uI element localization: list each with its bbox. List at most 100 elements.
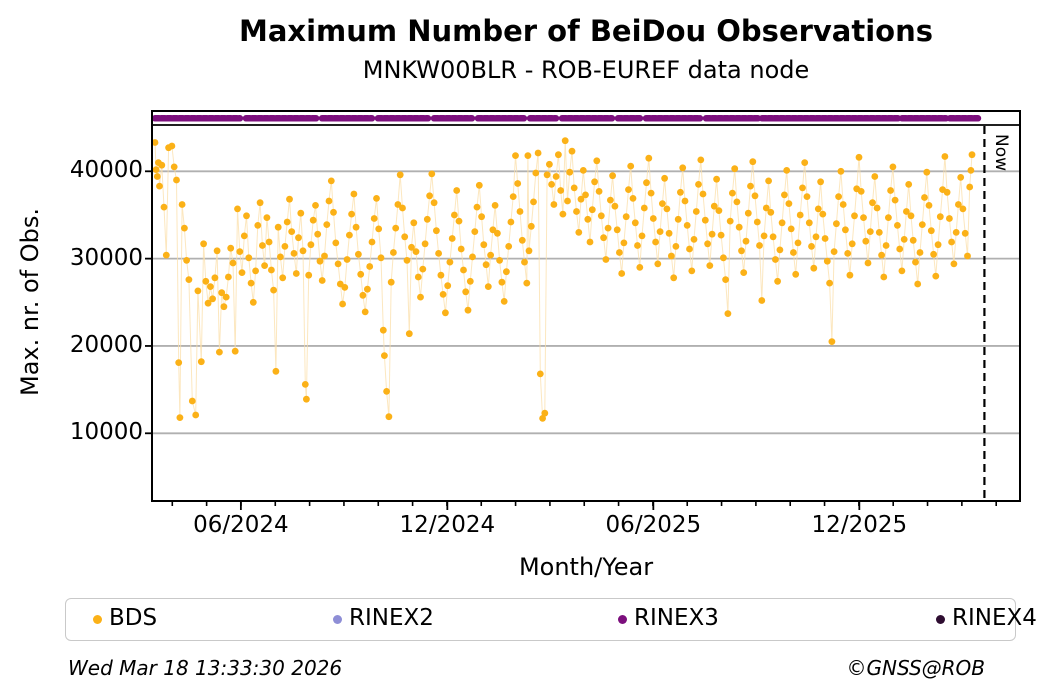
bds-point — [778, 219, 786, 227]
bds-point — [514, 180, 522, 187]
bds-point — [516, 208, 524, 215]
bds-point — [218, 289, 226, 297]
bds-point — [851, 212, 858, 220]
bds-point — [921, 194, 928, 201]
bds-point — [392, 224, 400, 232]
bds-point — [175, 359, 183, 366]
bds-point — [330, 208, 337, 216]
bds-point — [527, 222, 535, 230]
rinex3-marker-icon — [618, 615, 627, 624]
bds-point — [855, 153, 863, 161]
bds-point — [247, 279, 255, 287]
bds-point — [873, 204, 881, 212]
bds-point — [620, 239, 628, 247]
bds-point — [871, 173, 879, 180]
bds-point — [437, 271, 445, 279]
bds-point — [625, 186, 632, 194]
bds-point — [286, 195, 293, 203]
bds-point — [487, 251, 494, 259]
bds-point — [283, 218, 291, 226]
bds-point — [292, 270, 300, 277]
bds-point — [681, 197, 689, 205]
bds-point — [176, 414, 184, 421]
bds-point — [480, 241, 488, 249]
bds-point — [475, 181, 483, 189]
bds-point — [252, 267, 259, 275]
bds-point — [640, 204, 648, 212]
bds-point — [521, 258, 528, 266]
bds-point — [575, 229, 583, 236]
bds-point — [494, 229, 501, 237]
bds-point — [185, 276, 193, 283]
bds-point — [566, 168, 574, 176]
bds-point — [579, 167, 587, 174]
bds-point — [573, 208, 580, 215]
bds-point — [346, 231, 353, 239]
bds-point — [900, 236, 908, 243]
bds-point — [281, 243, 289, 250]
bds-point — [790, 249, 797, 256]
bds-point — [961, 229, 969, 237]
bds-point — [225, 273, 232, 281]
bds-point — [168, 142, 176, 150]
bds-point — [821, 235, 829, 242]
bds-point — [611, 202, 619, 210]
bds-point — [880, 273, 888, 281]
bds-point — [955, 201, 962, 208]
bds-point — [512, 152, 519, 160]
bds-point — [309, 216, 317, 224]
legend-label: RINEX3 — [634, 605, 719, 631]
bds-point — [334, 260, 342, 268]
bds-point — [934, 241, 942, 249]
bds-point — [914, 280, 922, 288]
bds-point — [905, 181, 913, 188]
bds-point — [796, 211, 804, 219]
bds-point — [634, 242, 641, 249]
bds-point — [729, 189, 736, 197]
bds-point — [959, 205, 967, 213]
bds-point — [254, 222, 262, 229]
bds-point — [722, 276, 729, 283]
bds-point — [396, 171, 404, 179]
bds-point — [652, 238, 659, 246]
bds-point — [663, 205, 671, 213]
bds-point — [735, 223, 743, 231]
bds-point — [227, 244, 235, 252]
bds-point — [925, 202, 933, 209]
bds-point — [597, 212, 605, 220]
bds-point — [814, 205, 822, 213]
bds-point — [312, 202, 319, 209]
bds-point — [837, 167, 845, 175]
copyright-credit: ©GNSS@ROB — [846, 656, 986, 680]
bds-point — [270, 286, 277, 294]
bds-point — [819, 210, 827, 218]
bds-point — [361, 308, 369, 316]
bds-point — [408, 243, 415, 251]
bds-point — [760, 232, 768, 240]
bds-point — [524, 152, 532, 160]
bds-point — [896, 245, 904, 253]
bds-point — [751, 192, 759, 200]
bds-point — [359, 291, 367, 299]
bds-point — [713, 175, 720, 183]
bds-point — [952, 229, 960, 236]
bds-point — [860, 214, 867, 222]
bds-point — [530, 198, 537, 206]
bds-point — [339, 300, 346, 308]
bds-point — [968, 151, 976, 159]
bds-point — [550, 201, 558, 208]
bds-point — [373, 195, 380, 202]
bds-point — [659, 200, 666, 208]
bds-point — [464, 306, 472, 314]
bds-point — [435, 250, 442, 257]
bds-point — [332, 239, 340, 247]
bds-point — [188, 397, 196, 405]
bds-point — [546, 160, 553, 168]
bds-point — [243, 212, 250, 220]
bds-point — [482, 261, 490, 269]
bds-point — [341, 284, 349, 291]
bds-point — [799, 184, 806, 192]
bds-point — [844, 250, 852, 257]
bds-point — [661, 174, 668, 182]
